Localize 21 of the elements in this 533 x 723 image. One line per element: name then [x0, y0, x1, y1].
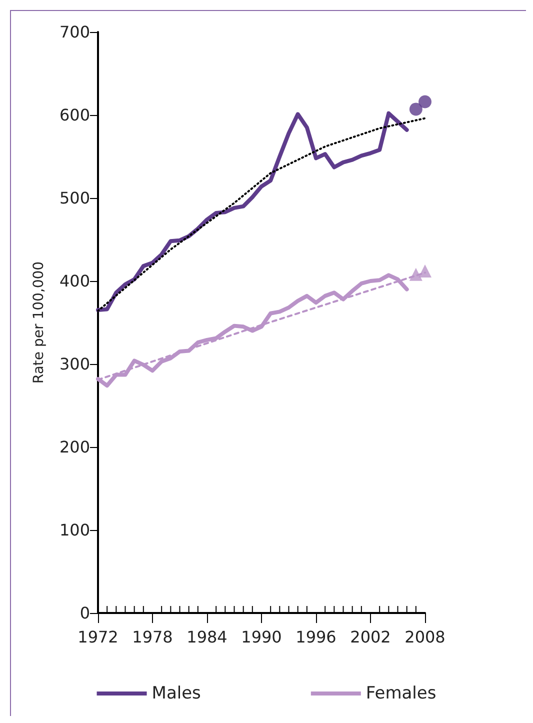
- x-tick-label: 2008: [404, 628, 446, 646]
- y-tick-label: 0: [80, 604, 90, 622]
- x-tick-label: 1972: [78, 628, 118, 646]
- y-axis-title: Rate per 100,000: [31, 261, 47, 384]
- y-tick-label: 500: [59, 188, 90, 208]
- y-tick-label: 400: [59, 272, 90, 290]
- y-tick-label: 200: [59, 438, 90, 456]
- x-tick-label: 1984: [186, 628, 228, 646]
- y-tick-label: 700: [59, 22, 90, 42]
- x-tick-label: 1990: [241, 628, 282, 646]
- x-tick-label: 1978: [132, 628, 173, 646]
- legend-label: Males: [152, 684, 202, 704]
- x-tick-label: 1996: [296, 628, 336, 646]
- y-tick-label: 300: [59, 354, 90, 374]
- x-tick-label: 2002: [350, 628, 391, 646]
- point: [418, 95, 432, 108]
- legend-label: Females: [366, 684, 436, 704]
- y-tick-label: 600: [59, 106, 90, 124]
- y-tick-label: 100: [59, 520, 90, 540]
- point: [418, 264, 432, 278]
- point: [409, 102, 422, 116]
